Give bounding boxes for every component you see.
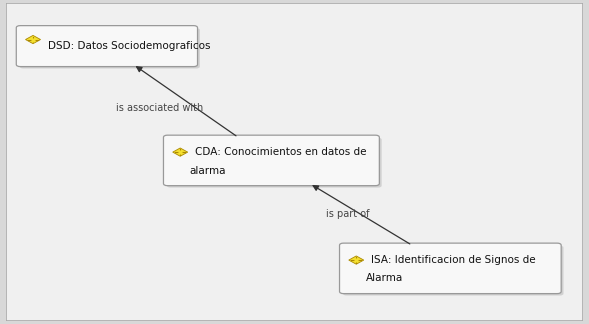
Text: CDA: Conocimientos en datos de: CDA: Conocimientos en datos de bbox=[195, 147, 367, 157]
Text: alarma: alarma bbox=[190, 166, 226, 176]
Text: ISA: Identificacion de Signos de: ISA: Identificacion de Signos de bbox=[371, 255, 536, 265]
Text: is associated with: is associated with bbox=[115, 103, 203, 113]
FancyBboxPatch shape bbox=[164, 135, 379, 186]
FancyBboxPatch shape bbox=[167, 138, 382, 188]
Polygon shape bbox=[25, 35, 41, 44]
Text: Alarma: Alarma bbox=[366, 273, 403, 284]
Polygon shape bbox=[173, 148, 188, 156]
FancyBboxPatch shape bbox=[343, 246, 564, 295]
FancyBboxPatch shape bbox=[20, 28, 200, 68]
Polygon shape bbox=[349, 256, 364, 264]
FancyBboxPatch shape bbox=[339, 243, 561, 294]
Text: DSD: Datos Sociodemograficos: DSD: Datos Sociodemograficos bbox=[48, 41, 210, 51]
FancyBboxPatch shape bbox=[6, 3, 583, 321]
FancyBboxPatch shape bbox=[16, 26, 197, 67]
Text: is part of: is part of bbox=[326, 209, 370, 219]
